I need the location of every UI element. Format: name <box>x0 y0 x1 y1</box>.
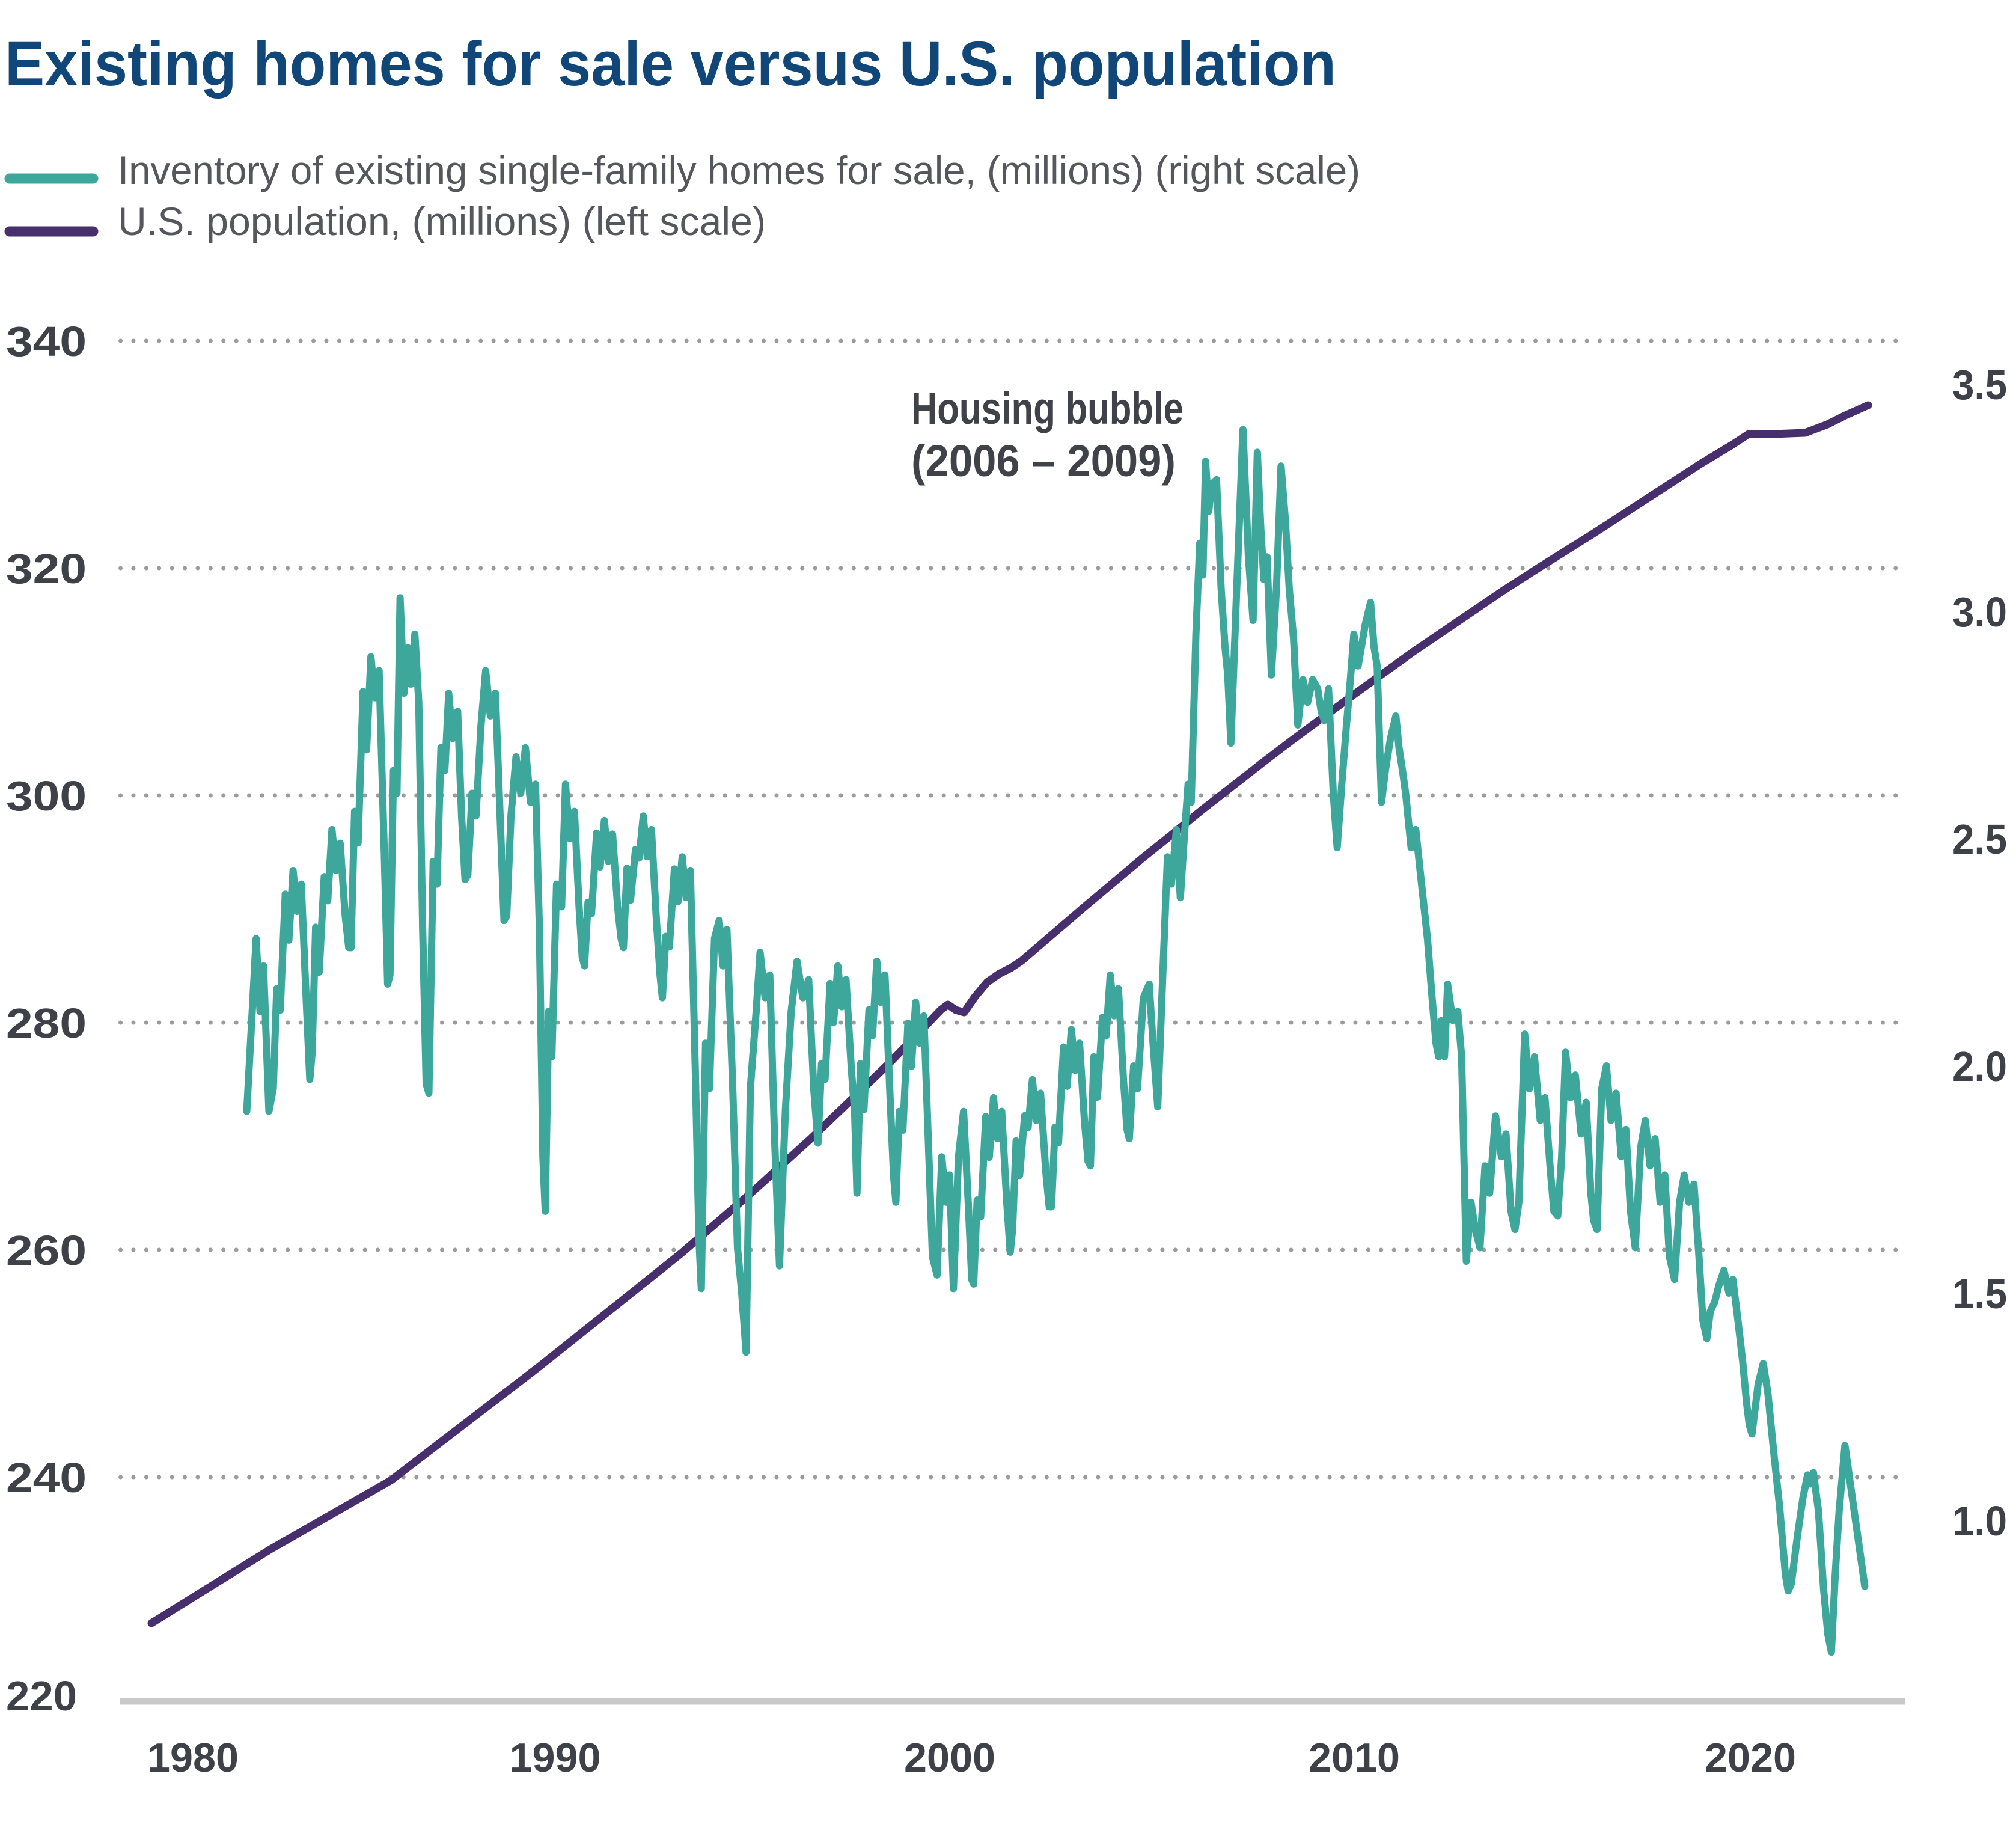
svg-text:2010: 2010 <box>1309 1735 1400 1781</box>
svg-text:3.0: 3.0 <box>1952 589 2007 635</box>
svg-text:2000: 2000 <box>904 1735 995 1781</box>
svg-text:3.5: 3.5 <box>1952 361 2007 408</box>
svg-text:Housing bubble: Housing bubble <box>911 384 1184 433</box>
svg-text:240: 240 <box>6 1454 87 1501</box>
svg-text:1.5: 1.5 <box>1952 1270 2007 1317</box>
svg-text:U.S. population, (millions) (l: U.S. population, (millions) (left scale) <box>118 199 766 243</box>
svg-text:2020: 2020 <box>1705 1735 1796 1781</box>
svg-text:340: 340 <box>6 318 87 365</box>
svg-text:300: 300 <box>6 773 87 819</box>
svg-text:260: 260 <box>6 1227 87 1274</box>
svg-text:2.5: 2.5 <box>1952 816 2007 863</box>
svg-text:1980: 1980 <box>147 1735 239 1781</box>
svg-text:280: 280 <box>6 1000 87 1047</box>
svg-text:Existing homes for sale versus: Existing homes for sale versus U.S. popu… <box>5 29 1336 99</box>
svg-text:320: 320 <box>6 545 87 592</box>
svg-text:(2006 – 2009): (2006 – 2009) <box>911 436 1176 486</box>
svg-text:1990: 1990 <box>510 1735 601 1781</box>
svg-text:Inventory of existing single-f: Inventory of existing single-family home… <box>118 148 1360 192</box>
svg-text:2.0: 2.0 <box>1952 1043 2007 1090</box>
svg-text:1.0: 1.0 <box>1952 1498 2007 1544</box>
svg-text:220: 220 <box>6 1672 77 1719</box>
